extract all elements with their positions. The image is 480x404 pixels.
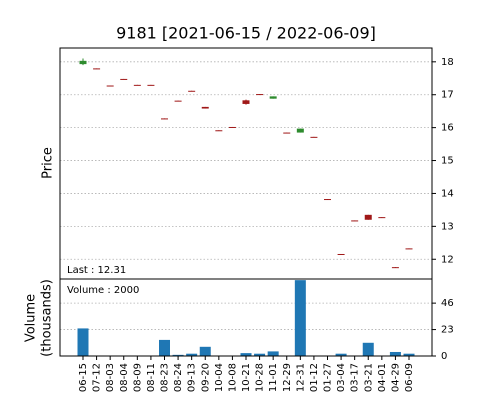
x-tick-label: 10-08 <box>227 363 238 392</box>
candle-body <box>378 217 386 219</box>
candle-body <box>201 106 209 109</box>
volume-bar <box>254 353 266 356</box>
candle-body <box>324 199 331 201</box>
volume-bar <box>77 328 89 356</box>
y-tick-label: 17 <box>441 90 454 101</box>
y-axis-label: Price <box>41 147 56 179</box>
x-tick-label: 01-12 <box>309 363 320 392</box>
volume-frame <box>59 278 433 357</box>
x-tick-label: 10-21 <box>241 363 252 392</box>
x-tick-label: 11-01 <box>268 363 279 392</box>
volume-bar <box>362 342 374 356</box>
x-tick-label: 01-27 <box>323 363 334 392</box>
candle-body <box>228 126 236 128</box>
y-tick-label: 46 <box>441 298 454 309</box>
y-tick-label: 15 <box>441 156 454 167</box>
candle-body <box>310 136 318 138</box>
y-tick-label: 23 <box>441 325 454 336</box>
x-tick-label: 08-09 <box>132 363 143 392</box>
candle-body <box>188 90 196 92</box>
x-tick-label: 10-28 <box>255 363 266 392</box>
x-tick-label: 04-01 <box>377 363 388 392</box>
y-tick-label: 13 <box>441 221 454 232</box>
volume-bar <box>403 353 415 356</box>
x-tick-label: 04-29 <box>390 363 401 392</box>
candle-body <box>269 96 277 99</box>
x-tick-label: 03-21 <box>363 363 374 392</box>
candle-body <box>391 267 399 269</box>
volume-axis-label: Volume <box>24 294 39 342</box>
last-annotation: Last : 12.31 <box>67 265 126 276</box>
candle-body <box>106 85 114 87</box>
x-tick-label: 08-11 <box>146 363 157 392</box>
x-tick-label: 03-17 <box>350 363 361 392</box>
candle-body <box>242 100 250 104</box>
volume-axis-label: (thousands) <box>40 279 55 357</box>
x-tick-label: 09-13 <box>187 363 198 392</box>
candle-body <box>147 84 155 86</box>
candle-body <box>215 130 223 132</box>
x-tick-label: 06-15 <box>78 363 89 392</box>
x-tick-label: 06-09 <box>404 363 415 392</box>
volume-bar <box>240 353 252 356</box>
x-tick-label: 08-03 <box>105 363 116 392</box>
volume-bar <box>159 339 170 356</box>
volume-bar <box>172 354 184 356</box>
volume-bar <box>267 351 279 356</box>
y-tick-label: 0 <box>441 351 447 362</box>
y-tick-label: 16 <box>441 123 454 134</box>
x-tick-label: 08-04 <box>119 363 130 392</box>
y-tick-label: 12 <box>441 254 454 265</box>
candle-body <box>296 128 304 133</box>
y-tick-label: 18 <box>441 57 454 68</box>
volume-annotation: Volume : 2000 <box>67 285 139 296</box>
candle-body <box>79 60 87 65</box>
x-tick-label: 07-12 <box>92 363 103 392</box>
x-tick-label: 03-04 <box>336 363 347 392</box>
candle-body <box>337 253 345 255</box>
y-tick-label: 14 <box>441 188 454 199</box>
candle-body <box>283 132 291 134</box>
candle-body <box>174 100 182 102</box>
volume-bar <box>199 346 211 356</box>
x-tick-label: 10-04 <box>214 363 225 392</box>
chart-title: 9181 [2021-06-15 / 2022-06-09] <box>116 24 376 43</box>
candle-body <box>120 78 128 80</box>
x-tick-label: 08-24 <box>173 363 184 392</box>
x-tick-label: 12-31 <box>295 363 306 392</box>
volume-bar <box>389 351 401 356</box>
x-tick-label: 12-29 <box>282 363 293 392</box>
candle-body <box>364 214 372 220</box>
plot-frame <box>59 47 433 280</box>
volume-bar <box>335 353 347 356</box>
candle-body <box>133 84 141 86</box>
volume-bar <box>186 353 198 356</box>
candle-body <box>256 94 264 96</box>
candle-body <box>93 68 101 70</box>
candle-body <box>405 248 413 250</box>
x-tick-label: 08-23 <box>160 363 171 392</box>
candle-body <box>161 118 168 120</box>
candle-body <box>351 220 359 222</box>
x-tick-label: 09-20 <box>200 363 211 392</box>
volume-bar <box>294 280 306 356</box>
